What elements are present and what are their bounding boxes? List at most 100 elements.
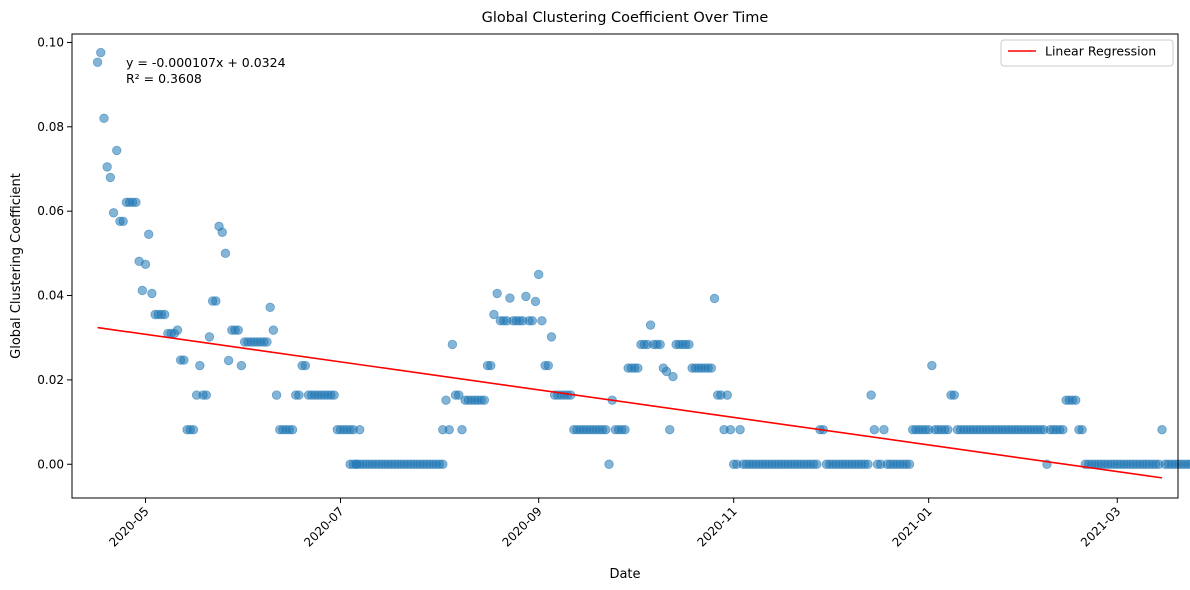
scatter-point [505, 293, 515, 303]
scatter-point [454, 390, 464, 400]
scatter-point [904, 459, 915, 469]
y-tick-label: 0.10 [37, 35, 64, 49]
scatter-point [949, 390, 959, 400]
y-axis: 0.00 0.02 0.04 0.06 0.08 0.10 [37, 35, 72, 471]
legend-label: Linear Regression [1045, 44, 1156, 59]
scatter-point [521, 291, 531, 302]
scatter-point [172, 325, 183, 335]
scatter-point [537, 316, 547, 326]
y-tick-label: 0.06 [37, 204, 64, 218]
y-tick-label: 0.00 [37, 457, 64, 471]
scatter-point [441, 395, 451, 405]
scatter-point [735, 424, 745, 435]
scatter-point [217, 227, 227, 237]
scatter-point [706, 363, 717, 373]
scatter-point [722, 390, 732, 400]
scatter-point [684, 339, 694, 350]
scatter-point [96, 47, 106, 58]
scatter-point [268, 325, 279, 335]
scatter-point [271, 390, 282, 400]
scatter-point [1077, 424, 1087, 435]
scatter-point [159, 309, 170, 320]
scatter-point [262, 337, 272, 347]
scatter-point [233, 325, 243, 335]
scatter-point [479, 395, 490, 405]
scatter-point [709, 293, 720, 304]
scatter-point [530, 296, 541, 307]
scatter-point [527, 316, 538, 326]
scatter-point [147, 288, 157, 299]
scatter-point [137, 285, 148, 296]
y-tick-label: 0.08 [37, 120, 64, 134]
scatter-point [220, 248, 231, 259]
scatter-point [866, 390, 876, 400]
scatter-point [329, 390, 339, 400]
scatter-point [287, 424, 298, 435]
scatter-point [879, 424, 889, 435]
r-squared: R² = 0.3608 [126, 71, 202, 86]
scatter-point [99, 113, 109, 124]
scatter-point [223, 355, 234, 366]
scatter-point [131, 197, 141, 208]
scatter-point [533, 269, 544, 280]
scatter-point [927, 360, 937, 371]
scatter-point [863, 459, 873, 469]
x-axis-label: Date [609, 567, 640, 582]
regression-layer [97, 326, 1163, 479]
scatter-point [211, 296, 221, 306]
y-tick-label: 0.04 [37, 289, 64, 303]
scatter-point [179, 355, 189, 365]
regression-equation: y = -0.000107x + 0.0324 [126, 55, 286, 70]
scatter-point [1058, 424, 1068, 435]
scatter-point [204, 332, 215, 342]
legend-box [1000, 39, 1174, 67]
regression-line [97, 326, 1163, 479]
scatter-point [645, 320, 656, 330]
scatter-point [354, 424, 365, 435]
y-axis-label: Global Clustering Coefficient [9, 173, 24, 359]
plot-area [71, 33, 1190, 499]
scatter-point [92, 57, 103, 67]
scatter-point [869, 424, 880, 435]
scatter-point [665, 424, 675, 435]
scatter-point [188, 424, 199, 435]
scatter-point [486, 360, 496, 371]
scatter-point [601, 424, 611, 435]
scatter-point [812, 459, 822, 469]
scatter-point [655, 339, 665, 350]
scatter-point [102, 162, 112, 172]
scatter-point [543, 360, 553, 371]
scatter-point [1071, 395, 1081, 405]
scatter-point [105, 172, 116, 183]
scatter-point [620, 424, 630, 435]
scatter-point [489, 309, 499, 320]
scatter-point [265, 302, 275, 313]
y-tick-label: 0.02 [37, 373, 64, 387]
scatter-point [108, 208, 119, 218]
scatter-point [943, 424, 953, 435]
scatter-point [236, 360, 247, 371]
scatter-point [457, 424, 467, 435]
scatter-points [92, 47, 1190, 469]
scatter-point [444, 424, 454, 435]
scatter-point [604, 459, 614, 469]
scatter-point [140, 259, 151, 270]
scatter-point [144, 229, 154, 240]
scatter-point [492, 288, 502, 299]
chart-title: Global Clustering Coefficient Over Time [482, 10, 769, 26]
scatter-point [633, 363, 643, 373]
scatter-point [195, 360, 205, 371]
scatter-point [447, 339, 458, 350]
scatter-point [112, 145, 122, 156]
scatter-point [725, 424, 736, 435]
scatter-point [661, 366, 672, 377]
scatter-point [118, 216, 128, 226]
axes-frame [71, 33, 1179, 499]
scatter-point [438, 459, 448, 469]
legend: Linear Regression [1000, 39, 1174, 67]
scatter-point [546, 332, 557, 342]
scatter-point [294, 390, 304, 400]
scatter-point [300, 360, 311, 371]
